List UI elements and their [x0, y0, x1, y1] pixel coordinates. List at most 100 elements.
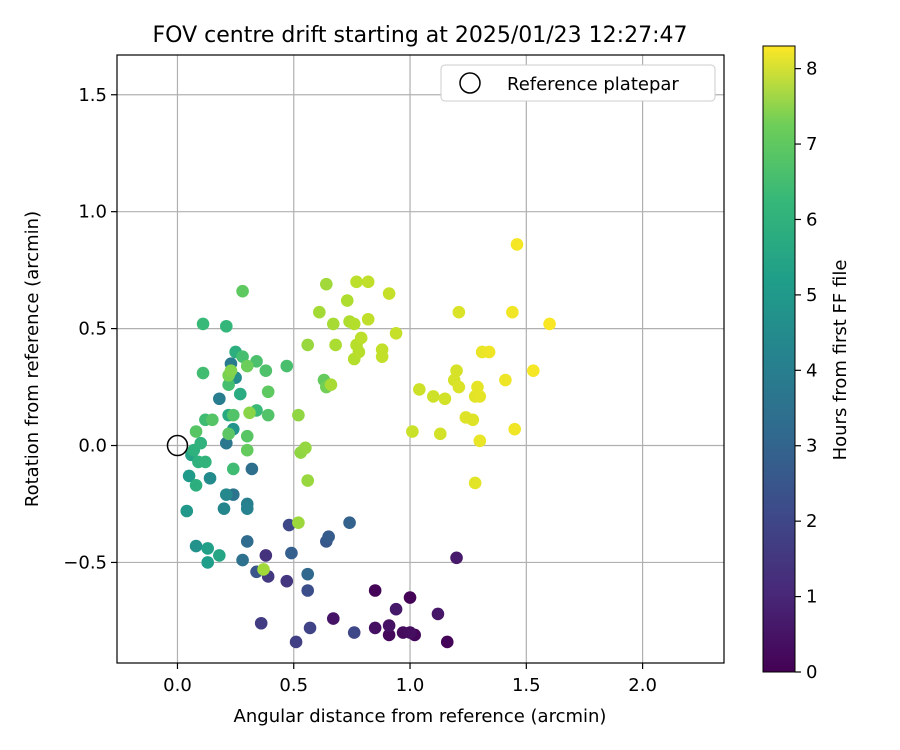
data-point: [240, 429, 254, 443]
data-point: [510, 238, 524, 251]
colorbar-tick-label: 1: [806, 587, 817, 608]
data-point: [240, 443, 254, 457]
data-point: [347, 317, 361, 331]
data-point: [292, 516, 305, 529]
data-point: [473, 390, 487, 403]
data-point: [280, 359, 294, 373]
data-point: [322, 530, 335, 544]
grid-lines: [117, 55, 724, 663]
y-axis-ticks: −0.5 0.0 0.5 1.0 1.5: [63, 85, 117, 573]
colorbar-tick-label: 5: [806, 285, 817, 306]
colorbar-tick-label: 2: [806, 511, 817, 532]
data-point: [468, 476, 482, 490]
data-point: [261, 385, 275, 399]
data-point: [466, 413, 480, 427]
data-point: [299, 441, 312, 455]
data-point: [329, 338, 342, 352]
data-point: [403, 626, 417, 639]
data-point: [368, 584, 382, 597]
data-point: [222, 427, 235, 441]
data-point: [326, 317, 340, 331]
x-tick-label: 0.5: [279, 675, 308, 696]
data-point: [220, 488, 233, 501]
data-point: [261, 408, 275, 422]
data-point: [220, 319, 233, 333]
data-point: [240, 502, 254, 515]
data-point: [389, 602, 403, 616]
data-point: [340, 294, 354, 307]
legend: Reference platepar: [440, 64, 716, 102]
data-point: [326, 612, 340, 625]
data-point: [452, 305, 466, 319]
data-point: [382, 619, 396, 632]
data-point: [196, 317, 210, 331]
data-point: [403, 591, 417, 604]
data-point: [361, 275, 375, 289]
data-point: [189, 425, 203, 438]
data-point: [382, 287, 396, 300]
data-point: [243, 406, 256, 420]
data-point: [389, 326, 403, 340]
colorbar-tick-label: 0: [806, 662, 817, 683]
data-point: [313, 305, 326, 319]
data-point: [254, 616, 268, 630]
data-point: [543, 317, 556, 331]
data-point: [199, 455, 212, 469]
colorbar-tick-label: 3: [806, 436, 817, 457]
data-point: [213, 549, 226, 562]
data-point: [433, 427, 447, 441]
data-point: [180, 504, 194, 518]
x-axis-label: Angular distance from reference (arcmin): [234, 706, 607, 727]
data-point: [450, 551, 463, 565]
data-point: [450, 364, 463, 377]
data-point: [301, 338, 315, 352]
legend-box: [440, 64, 716, 102]
legend-marker-reference: [459, 72, 481, 94]
data-point: [201, 556, 215, 569]
legend-entry-reference: Reference platepar: [507, 74, 679, 95]
data-point: [482, 345, 496, 359]
data-point: [224, 364, 238, 377]
data-point: [213, 392, 226, 406]
data-point: [203, 471, 217, 485]
plot-area: 0.0 0.5 1.0 1.5 2.0 −0.5 0.0 0.5 1.0 1.5: [63, 54, 725, 696]
data-point: [452, 380, 466, 394]
chart-title: FOV centre drift starting at 2025/01/23 …: [153, 23, 688, 48]
x-tick-label: 2.0: [628, 675, 657, 696]
data-point: [508, 422, 521, 436]
data-point: [301, 474, 315, 487]
data-point: [350, 275, 363, 289]
data-point: [196, 366, 210, 380]
reference-platepar-marker: [166, 434, 189, 457]
data-point: [182, 469, 196, 483]
data-point: [440, 635, 454, 649]
y-tick-label: 1.5: [78, 85, 107, 106]
data-point: [354, 331, 368, 345]
colorbar-label: Hours from first FF file: [830, 260, 851, 461]
data-point: [226, 408, 240, 422]
y-tick-label: 0.5: [78, 319, 107, 340]
data-point: [240, 535, 254, 548]
data-point: [352, 345, 366, 359]
y-tick-label: −0.5: [63, 552, 107, 573]
data-point: [233, 387, 247, 401]
data-point: [324, 378, 338, 392]
data-point: [347, 626, 361, 639]
data-point: [426, 390, 440, 403]
data-point: [361, 312, 375, 326]
plot-frame: [116, 54, 725, 664]
data-point: [406, 425, 419, 438]
colorbar-tick-label: 8: [806, 59, 817, 80]
colorbar-tick-label: 6: [806, 209, 817, 230]
data-point: [382, 628, 396, 642]
data-point: [240, 359, 254, 373]
data-point: [226, 462, 240, 476]
data-point: [206, 413, 219, 427]
data-points: [180, 238, 556, 649]
data-point: [285, 546, 298, 560]
x-tick-label: 1.0: [396, 675, 425, 696]
colorbar-gradient: [762, 45, 796, 673]
data-point: [257, 563, 270, 576]
data-point: [506, 305, 519, 319]
